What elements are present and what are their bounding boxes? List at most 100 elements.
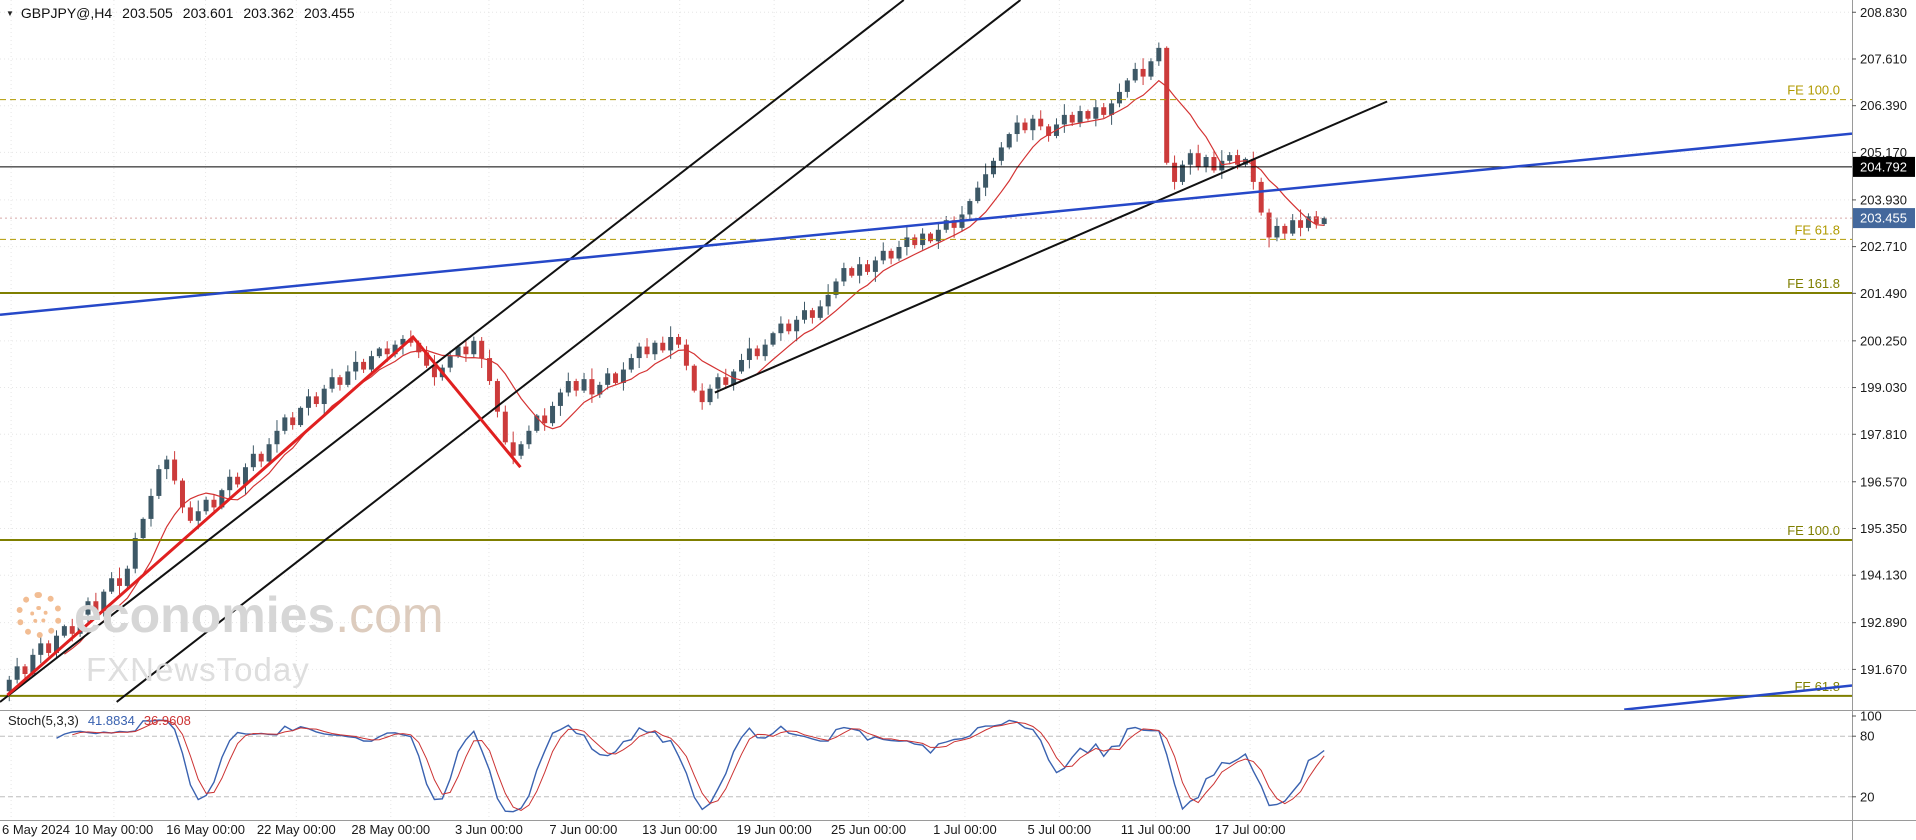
candle-body [14,666,20,680]
candle-body [762,344,768,357]
candle-body [1156,47,1162,62]
price-tick-label: 203.930 [1860,192,1907,207]
price-tick-label: 192.890 [1860,615,1907,630]
candle-body [707,388,713,403]
candle-body [581,379,587,391]
time-axis[interactable] [0,820,1852,840]
price-axis[interactable] [1852,0,1916,840]
stoch-tick-label: 80 [1860,729,1874,744]
candle-body [1085,111,1091,119]
price-tick-label: 200.250 [1860,333,1907,348]
trendline[interactable] [116,0,1022,703]
time-tick-label: 19 Jun 00:00 [737,822,812,837]
candle-body [676,337,682,345]
candle-body [542,415,548,424]
trendline[interactable] [0,132,1853,317]
candle-body [904,237,910,248]
candle-body [1195,153,1201,167]
time-tick-label: 11 Jul 00:00 [1121,822,1191,837]
candle-body [526,430,532,445]
price-tick-label: 191.670 [1860,662,1907,677]
candle-body [479,340,485,359]
candle-body [313,396,319,405]
stochastic-label: Stoch(5,3,3) 41.8834 36.9608 [8,713,191,728]
candle-body [266,444,272,462]
candle-body [1266,212,1272,238]
time-tick-label: 16 May 00:00 [166,822,245,837]
candle-body [494,381,500,412]
stoch-signal-line [72,720,1325,811]
stoch-tick-label: 20 [1860,789,1874,804]
candle-body [699,390,705,403]
candle-body [38,643,44,655]
candle-body [1282,225,1288,234]
candle-body [557,392,563,406]
candle-body [1258,181,1264,213]
candle-body [573,381,579,391]
candle-body [975,187,981,202]
candle-body [321,388,327,405]
trendline[interactable] [0,0,905,703]
ma-line[interactable] [64,79,1325,655]
time-tick-label: 6 May 2024 [2,822,70,837]
candle-body [628,358,634,370]
candle-body [589,379,595,395]
time-tick-label: 3 Jun 00:00 [455,822,523,837]
candle-body [1038,118,1044,127]
candle-body [1101,107,1107,115]
candle-body [691,365,697,391]
candle-body [431,365,437,378]
candle-body [298,407,304,426]
fib-level-label: FE 100.0 [1787,83,1840,98]
candle-body [683,344,689,366]
candle-body [368,356,374,370]
price-tick-label: 205.170 [1860,145,1907,160]
candle-body [93,601,99,611]
candle-body [1203,157,1209,167]
price-tick-label: 202.710 [1860,239,1907,254]
candle-body [1116,91,1122,104]
candle-body [54,635,60,653]
stoch-name: Stoch(5,3,3) [8,713,79,728]
candle-body [305,396,311,408]
candle-body [1164,47,1170,163]
zigzag-line[interactable] [6,334,522,697]
price-tick-label: 208.830 [1860,5,1907,20]
candle-body [998,147,1004,161]
candle-body [739,359,745,372]
trendline[interactable] [714,100,1388,394]
candle-body [455,346,461,357]
candle-body [101,591,107,611]
candle-body [1014,122,1020,135]
candle-body [116,578,122,586]
candle-body [30,654,36,675]
candle-body [6,679,12,692]
candle-body [786,323,792,332]
candle-body [841,268,847,282]
candle-body [715,377,721,389]
symbol-ohlc-line: ▼ GBPJPY@,H4 203.505 203.601 203.362 203… [6,5,355,21]
candle-body [211,499,217,508]
candle-body [636,346,642,359]
price-axis-box-value: 203.455 [1860,211,1907,226]
price-axis-box-value: 204.792 [1860,159,1907,174]
close-value: 203.455 [304,5,355,21]
candle-body [361,361,367,370]
candle-body [565,381,571,393]
candle-body [1187,153,1193,165]
time-tick-label: 13 Jun 00:00 [642,822,717,837]
candle-body [652,342,658,355]
candle-body [1132,68,1138,81]
trendline[interactable] [1624,684,1853,711]
candle-body [880,250,886,261]
stoch-signal-value: 36.9608 [143,713,191,728]
candle-body [46,643,52,653]
candle-body [865,264,871,272]
candle-body [1046,126,1052,136]
candle-body [1077,111,1083,123]
candles-series [6,42,1327,702]
candle-body [1179,164,1185,182]
